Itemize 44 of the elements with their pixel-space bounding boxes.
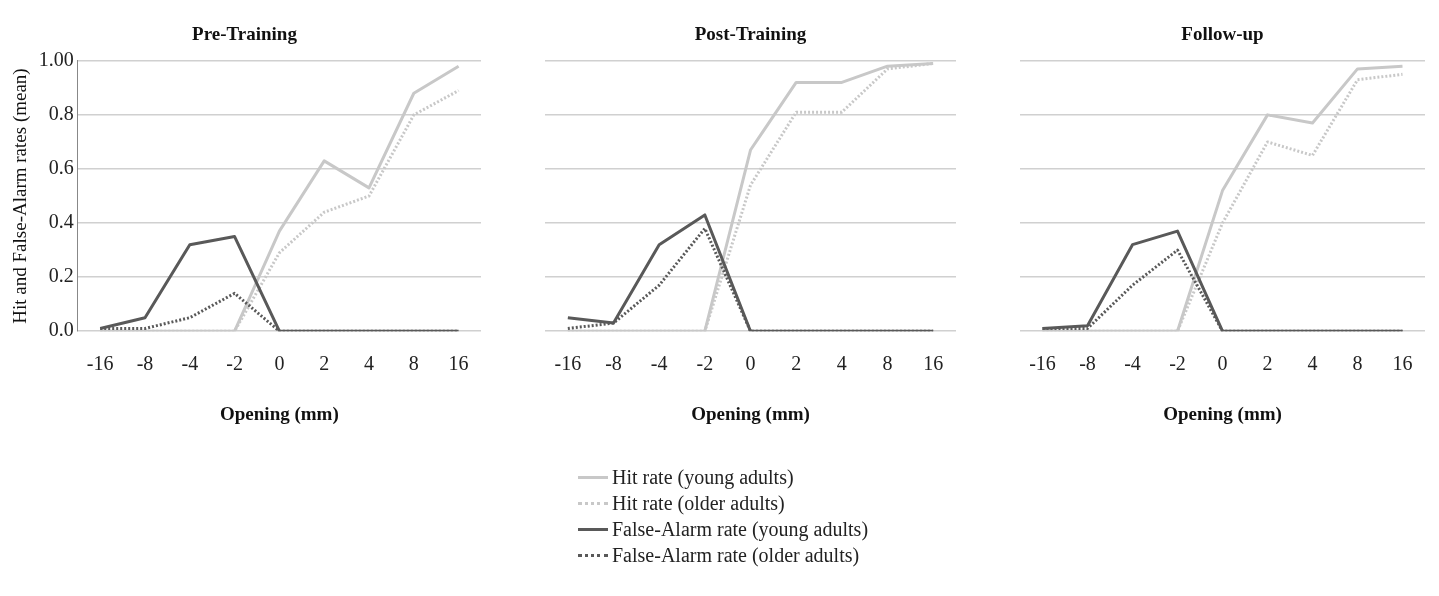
x-axis-title: Opening (mm) <box>1163 402 1282 425</box>
x-tick-label: 4 <box>836 352 847 375</box>
x-tick-label: 0 <box>745 352 756 375</box>
chart-title: Pre-Training <box>192 23 298 45</box>
x-tick-label: 8 <box>1352 352 1363 375</box>
legend-label: False-Alarm rate (older adults) <box>612 543 860 567</box>
y-axis-title: Hit and False-Alarm rates (mean) <box>9 68 32 324</box>
x-tick-label: -8 <box>136 352 154 375</box>
x-tick-label: -2 <box>226 352 243 375</box>
x-tick-label: 0 <box>274 352 285 375</box>
x-tick-label: -4 <box>650 352 668 375</box>
x-axis-title: Opening (mm) <box>691 402 810 425</box>
x-tick-label: 16 <box>448 352 469 375</box>
y-tick-label: 0.8 <box>48 102 74 125</box>
x-tick-label: 8 <box>408 352 419 375</box>
x-tick-label: -16 <box>1029 352 1056 375</box>
x-axis-title: Opening (mm) <box>220 402 339 425</box>
x-tick-label: -8 <box>1079 352 1096 375</box>
x-tick-label: -4 <box>181 352 199 375</box>
x-tick-label: 16 <box>1392 352 1413 375</box>
y-tick-label: 0.6 <box>48 156 74 179</box>
x-tick-label: -2 <box>696 352 714 375</box>
x-tick-label: -2 <box>1169 352 1186 375</box>
legend-label: Hit rate (young adults) <box>612 465 794 489</box>
x-tick-label: 16 <box>923 352 944 375</box>
legend-label: Hit rate (older adults) <box>612 491 785 515</box>
chart-title: Post-Training <box>694 23 807 45</box>
x-tick-label: 2 <box>1262 352 1273 375</box>
x-tick-label: 4 <box>1307 352 1318 375</box>
y-tick-label: 0.0 <box>48 318 74 341</box>
y-tick-label: 1.00 <box>38 48 74 71</box>
y-tick-label: 0.2 <box>48 264 74 287</box>
y-tick-label: 0.4 <box>48 210 74 233</box>
x-tick-label: 4 <box>364 352 374 375</box>
x-tick-label: 2 <box>791 352 802 375</box>
chart-title: Follow-up <box>1181 23 1264 45</box>
x-tick-label: -4 <box>1124 352 1141 375</box>
legend-label: False-Alarm rate (young adults) <box>612 517 869 541</box>
x-tick-label: -8 <box>605 352 622 375</box>
x-tick-label: 2 <box>319 352 330 375</box>
x-tick-label: -16 <box>86 352 114 375</box>
x-tick-label: -16 <box>554 352 582 375</box>
x-tick-label: 8 <box>882 352 893 375</box>
x-tick-label: 0 <box>1217 352 1228 375</box>
